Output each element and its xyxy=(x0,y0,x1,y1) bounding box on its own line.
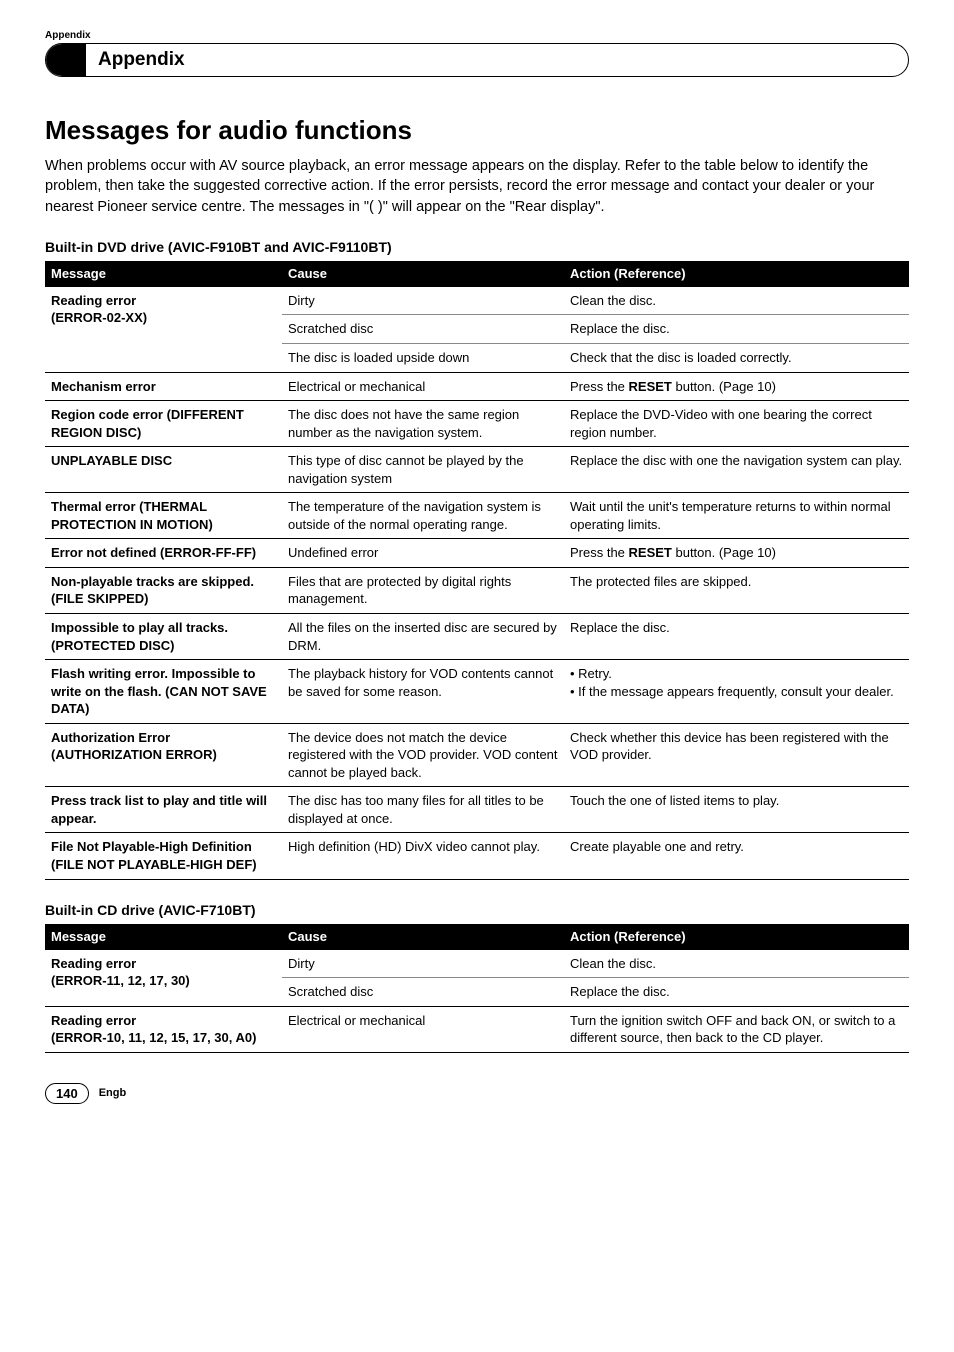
table-msg-cell: Thermal error (THERMAL PROTECTION IN MOT… xyxy=(45,493,282,539)
table-action-cell: Wait until the unit's temperature return… xyxy=(564,493,909,539)
table-cause-cell: All the files on the inserted disc are s… xyxy=(282,614,564,660)
table-msg-cell: Reading error(ERROR-10, 11, 12, 15, 17, … xyxy=(45,1006,282,1052)
table-action-cell: Replace the disc. xyxy=(564,614,909,660)
table1-col-action: Action (Reference) xyxy=(564,261,909,287)
page-lang: Engb xyxy=(99,1087,127,1099)
table-msg-cell: Impossible to play all tracks. (PROTECTE… xyxy=(45,614,282,660)
table-msg-cell: Reading error(ERROR-11, 12, 17, 30) xyxy=(45,949,282,1006)
table-action-cell: Press the RESET button. (Page 10) xyxy=(564,539,909,568)
table2: Message Cause Action (Reference) Reading… xyxy=(45,924,909,1053)
table-cause-cell: Electrical or mechanical xyxy=(282,372,564,401)
table-msg-cell: Region code error (DIFFERENT REGION DISC… xyxy=(45,401,282,447)
table-cause-cell: High definition (HD) DivX video cannot p… xyxy=(282,833,564,879)
table-cause-cell: Scratched disc xyxy=(282,978,564,1007)
page-footer: 140 Engb xyxy=(45,1083,909,1104)
table2-col-cause: Cause xyxy=(282,924,564,950)
table-action-cell: Replace the disc with one the navigation… xyxy=(564,447,909,493)
table-action-cell: Replace the DVD-Video with one bearing t… xyxy=(564,401,909,447)
table-cause-cell: Electrical or mechanical xyxy=(282,1006,564,1052)
table-cause-cell: The disc is loaded upside down xyxy=(282,343,564,372)
title-bar-accent xyxy=(46,44,86,76)
table-action-cell: Replace the disc. xyxy=(564,978,909,1007)
page-title: Appendix xyxy=(98,49,185,71)
table-msg-cell: Error not defined (ERROR-FF-FF) xyxy=(45,539,282,568)
table-action-cell: Create playable one and retry. xyxy=(564,833,909,879)
table-action-cell: Clean the disc. xyxy=(564,949,909,978)
table-cause-cell: The disc does not have the same region n… xyxy=(282,401,564,447)
table-cause-cell: The temperature of the navigation system… xyxy=(282,493,564,539)
table-action-cell: Check whether this device has been regis… xyxy=(564,723,909,787)
table-cause-cell: The disc has too many files for all titl… xyxy=(282,787,564,833)
table-action-cell: Clean the disc. xyxy=(564,286,909,315)
table2-col-message: Message xyxy=(45,924,282,950)
table1: Message Cause Action (Reference) Reading… xyxy=(45,261,909,880)
table-action-cell: Press the RESET button. (Page 10) xyxy=(564,372,909,401)
table1-heading: Built-in DVD drive (AVIC-F910BT and AVIC… xyxy=(45,239,909,255)
table-action-cell: The protected files are skipped. xyxy=(564,567,909,613)
page-number: 140 xyxy=(45,1083,89,1104)
table-action-cell: • Retry.• If the message appears frequen… xyxy=(564,660,909,724)
table-cause-cell: Files that are protected by digital righ… xyxy=(282,567,564,613)
table1-col-cause: Cause xyxy=(282,261,564,287)
section-label: Appendix xyxy=(45,30,909,41)
table-action-cell: Touch the one of listed items to play. xyxy=(564,787,909,833)
table-cause-cell: Dirty xyxy=(282,286,564,315)
table-msg-cell: Reading error(ERROR-02-XX) xyxy=(45,286,282,372)
table1-col-message: Message xyxy=(45,261,282,287)
table-action-cell: Replace the disc. xyxy=(564,315,909,344)
table-msg-cell: Flash writing error. Impossible to write… xyxy=(45,660,282,724)
table-cause-cell: This type of disc cannot be played by th… xyxy=(282,447,564,493)
title-bar: Appendix xyxy=(45,43,909,77)
table-msg-cell: File Not Playable-High Definition (FILE … xyxy=(45,833,282,879)
table-msg-cell: Non-playable tracks are skipped. (FILE S… xyxy=(45,567,282,613)
table2-heading: Built-in CD drive (AVIC-F710BT) xyxy=(45,902,909,918)
table-msg-cell: Press track list to play and title will … xyxy=(45,787,282,833)
table-msg-cell: Authorization Error (AUTHORIZATION ERROR… xyxy=(45,723,282,787)
table-msg-cell: UNPLAYABLE DISC xyxy=(45,447,282,493)
table-cause-cell: Scratched disc xyxy=(282,315,564,344)
table-msg-cell: Mechanism error xyxy=(45,372,282,401)
table-cause-cell: Undefined error xyxy=(282,539,564,568)
table-cause-cell: The device does not match the device reg… xyxy=(282,723,564,787)
table-action-cell: Turn the ignition switch OFF and back ON… xyxy=(564,1006,909,1052)
main-heading: Messages for audio functions xyxy=(45,115,909,146)
table-cause-cell: The playback history for VOD contents ca… xyxy=(282,660,564,724)
table2-col-action: Action (Reference) xyxy=(564,924,909,950)
table-cause-cell: Dirty xyxy=(282,949,564,978)
intro-text: When problems occur with AV source playb… xyxy=(45,156,909,217)
table-action-cell: Check that the disc is loaded correctly. xyxy=(564,343,909,372)
